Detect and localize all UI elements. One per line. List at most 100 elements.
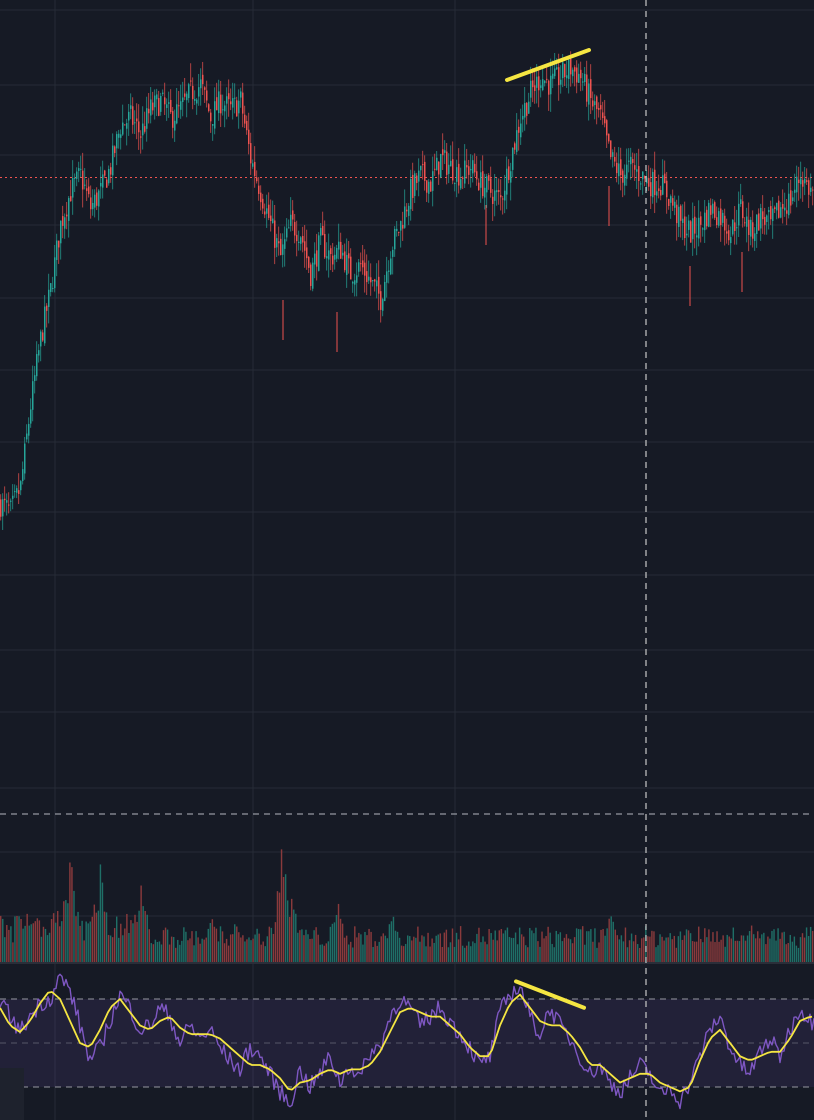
- volume-bar: [34, 921, 37, 962]
- candle-body: [214, 101, 216, 129]
- price-divergence-line[interactable]: [505, 48, 591, 82]
- volume-bar: [769, 938, 771, 962]
- candle-body: [762, 211, 764, 220]
- candle-body: [188, 84, 190, 99]
- candle-body: [718, 211, 720, 226]
- volume-bar: [582, 926, 584, 962]
- candle-body: [64, 217, 66, 229]
- candle-body: [282, 244, 284, 255]
- candle-body: [148, 108, 150, 114]
- candle-body: [430, 181, 432, 192]
- volume-bar: [209, 922, 212, 962]
- volume-bar: [547, 926, 549, 962]
- volume-bar: [158, 941, 161, 962]
- candle-body: [210, 112, 212, 122]
- candle-body: [622, 170, 624, 183]
- candle-body: [730, 237, 732, 244]
- volume-bar: [527, 947, 529, 962]
- candle-body: [116, 134, 118, 149]
- volume-bar: [252, 938, 254, 962]
- candle-body: [724, 215, 726, 231]
- candle-body: [614, 156, 616, 162]
- candle-body: [776, 202, 778, 211]
- volume-bar: [185, 931, 187, 962]
- volume-bar: [553, 947, 555, 962]
- candle-body: [168, 102, 170, 104]
- volume-panel[interactable]: [0, 849, 814, 962]
- volume-bar: [331, 923, 334, 962]
- candle-body: [358, 262, 360, 272]
- candle-body: [446, 151, 448, 175]
- rsi-divergence-line[interactable]: [514, 979, 586, 1010]
- volume-bar: [421, 935, 423, 962]
- candle-body: [128, 111, 130, 121]
- candle-body: [218, 91, 220, 114]
- volume-bar: [691, 941, 694, 962]
- volume-bar: [345, 935, 348, 962]
- volume-bar: [630, 933, 633, 962]
- candle-body: [744, 222, 746, 224]
- candle-body: [540, 85, 542, 88]
- volume-bar: [280, 849, 283, 962]
- volume-bar: [242, 935, 244, 962]
- volume-bar: [561, 941, 564, 962]
- volume-bar: [305, 929, 307, 962]
- volume-bar: [783, 931, 785, 962]
- candle-body: [676, 204, 678, 224]
- volume-bar: [380, 936, 382, 962]
- volume-bar: [693, 941, 696, 962]
- volume-bar: [429, 946, 431, 962]
- volume-bar: [339, 918, 342, 962]
- candle-body: [516, 130, 518, 152]
- candle-body: [714, 202, 716, 218]
- volume-bar: [809, 926, 812, 962]
- candle-body: [258, 185, 260, 194]
- volume-bar: [459, 926, 462, 962]
- candle-body: [580, 69, 582, 79]
- volume-bar: [219, 926, 222, 962]
- volume-bar: [22, 928, 24, 962]
- candle-body: [338, 241, 340, 250]
- candle-body: [82, 170, 84, 190]
- candle-body: [194, 98, 196, 101]
- volume-bar: [651, 930, 653, 962]
- volume-bar: [115, 916, 118, 962]
- volume-bar: [537, 941, 539, 962]
- volume-bar: [522, 936, 525, 962]
- volume-bar: [93, 904, 96, 962]
- volume-bar: [103, 911, 106, 962]
- volume-bar: [128, 932, 130, 962]
- candle-body: [328, 250, 330, 260]
- candle-body: [320, 228, 322, 236]
- candle-body: [382, 299, 384, 311]
- panel-handle[interactable]: [0, 1068, 24, 1120]
- candle-body: [368, 276, 370, 281]
- candle-body: [120, 134, 122, 138]
- price-panel[interactable]: [0, 51, 814, 530]
- volume-bar: [643, 937, 645, 962]
- volume-bar: [775, 940, 777, 962]
- volume-bar: [191, 931, 193, 962]
- candle-body: [476, 171, 478, 180]
- volume-bar: [468, 941, 470, 962]
- candle-body: [684, 216, 686, 239]
- candle-body: [726, 231, 728, 234]
- candle-body: [76, 171, 78, 179]
- volume-bar: [63, 901, 65, 962]
- candle-body: [182, 97, 184, 103]
- volume-bar: [366, 935, 368, 962]
- candle-body: [8, 504, 10, 506]
- volume-bar: [291, 898, 293, 962]
- candle-body: [740, 199, 742, 205]
- candle-body: [756, 214, 758, 235]
- candle-body: [144, 126, 146, 132]
- volume-bar: [4, 937, 6, 962]
- candle-body: [154, 95, 156, 108]
- candle-body: [462, 177, 464, 179]
- candle-body: [336, 247, 338, 259]
- candle-body: [644, 175, 646, 179]
- volume-bar: [293, 909, 295, 962]
- volume-bar: [586, 931, 588, 962]
- rsi-panel[interactable]: [0, 973, 814, 1110]
